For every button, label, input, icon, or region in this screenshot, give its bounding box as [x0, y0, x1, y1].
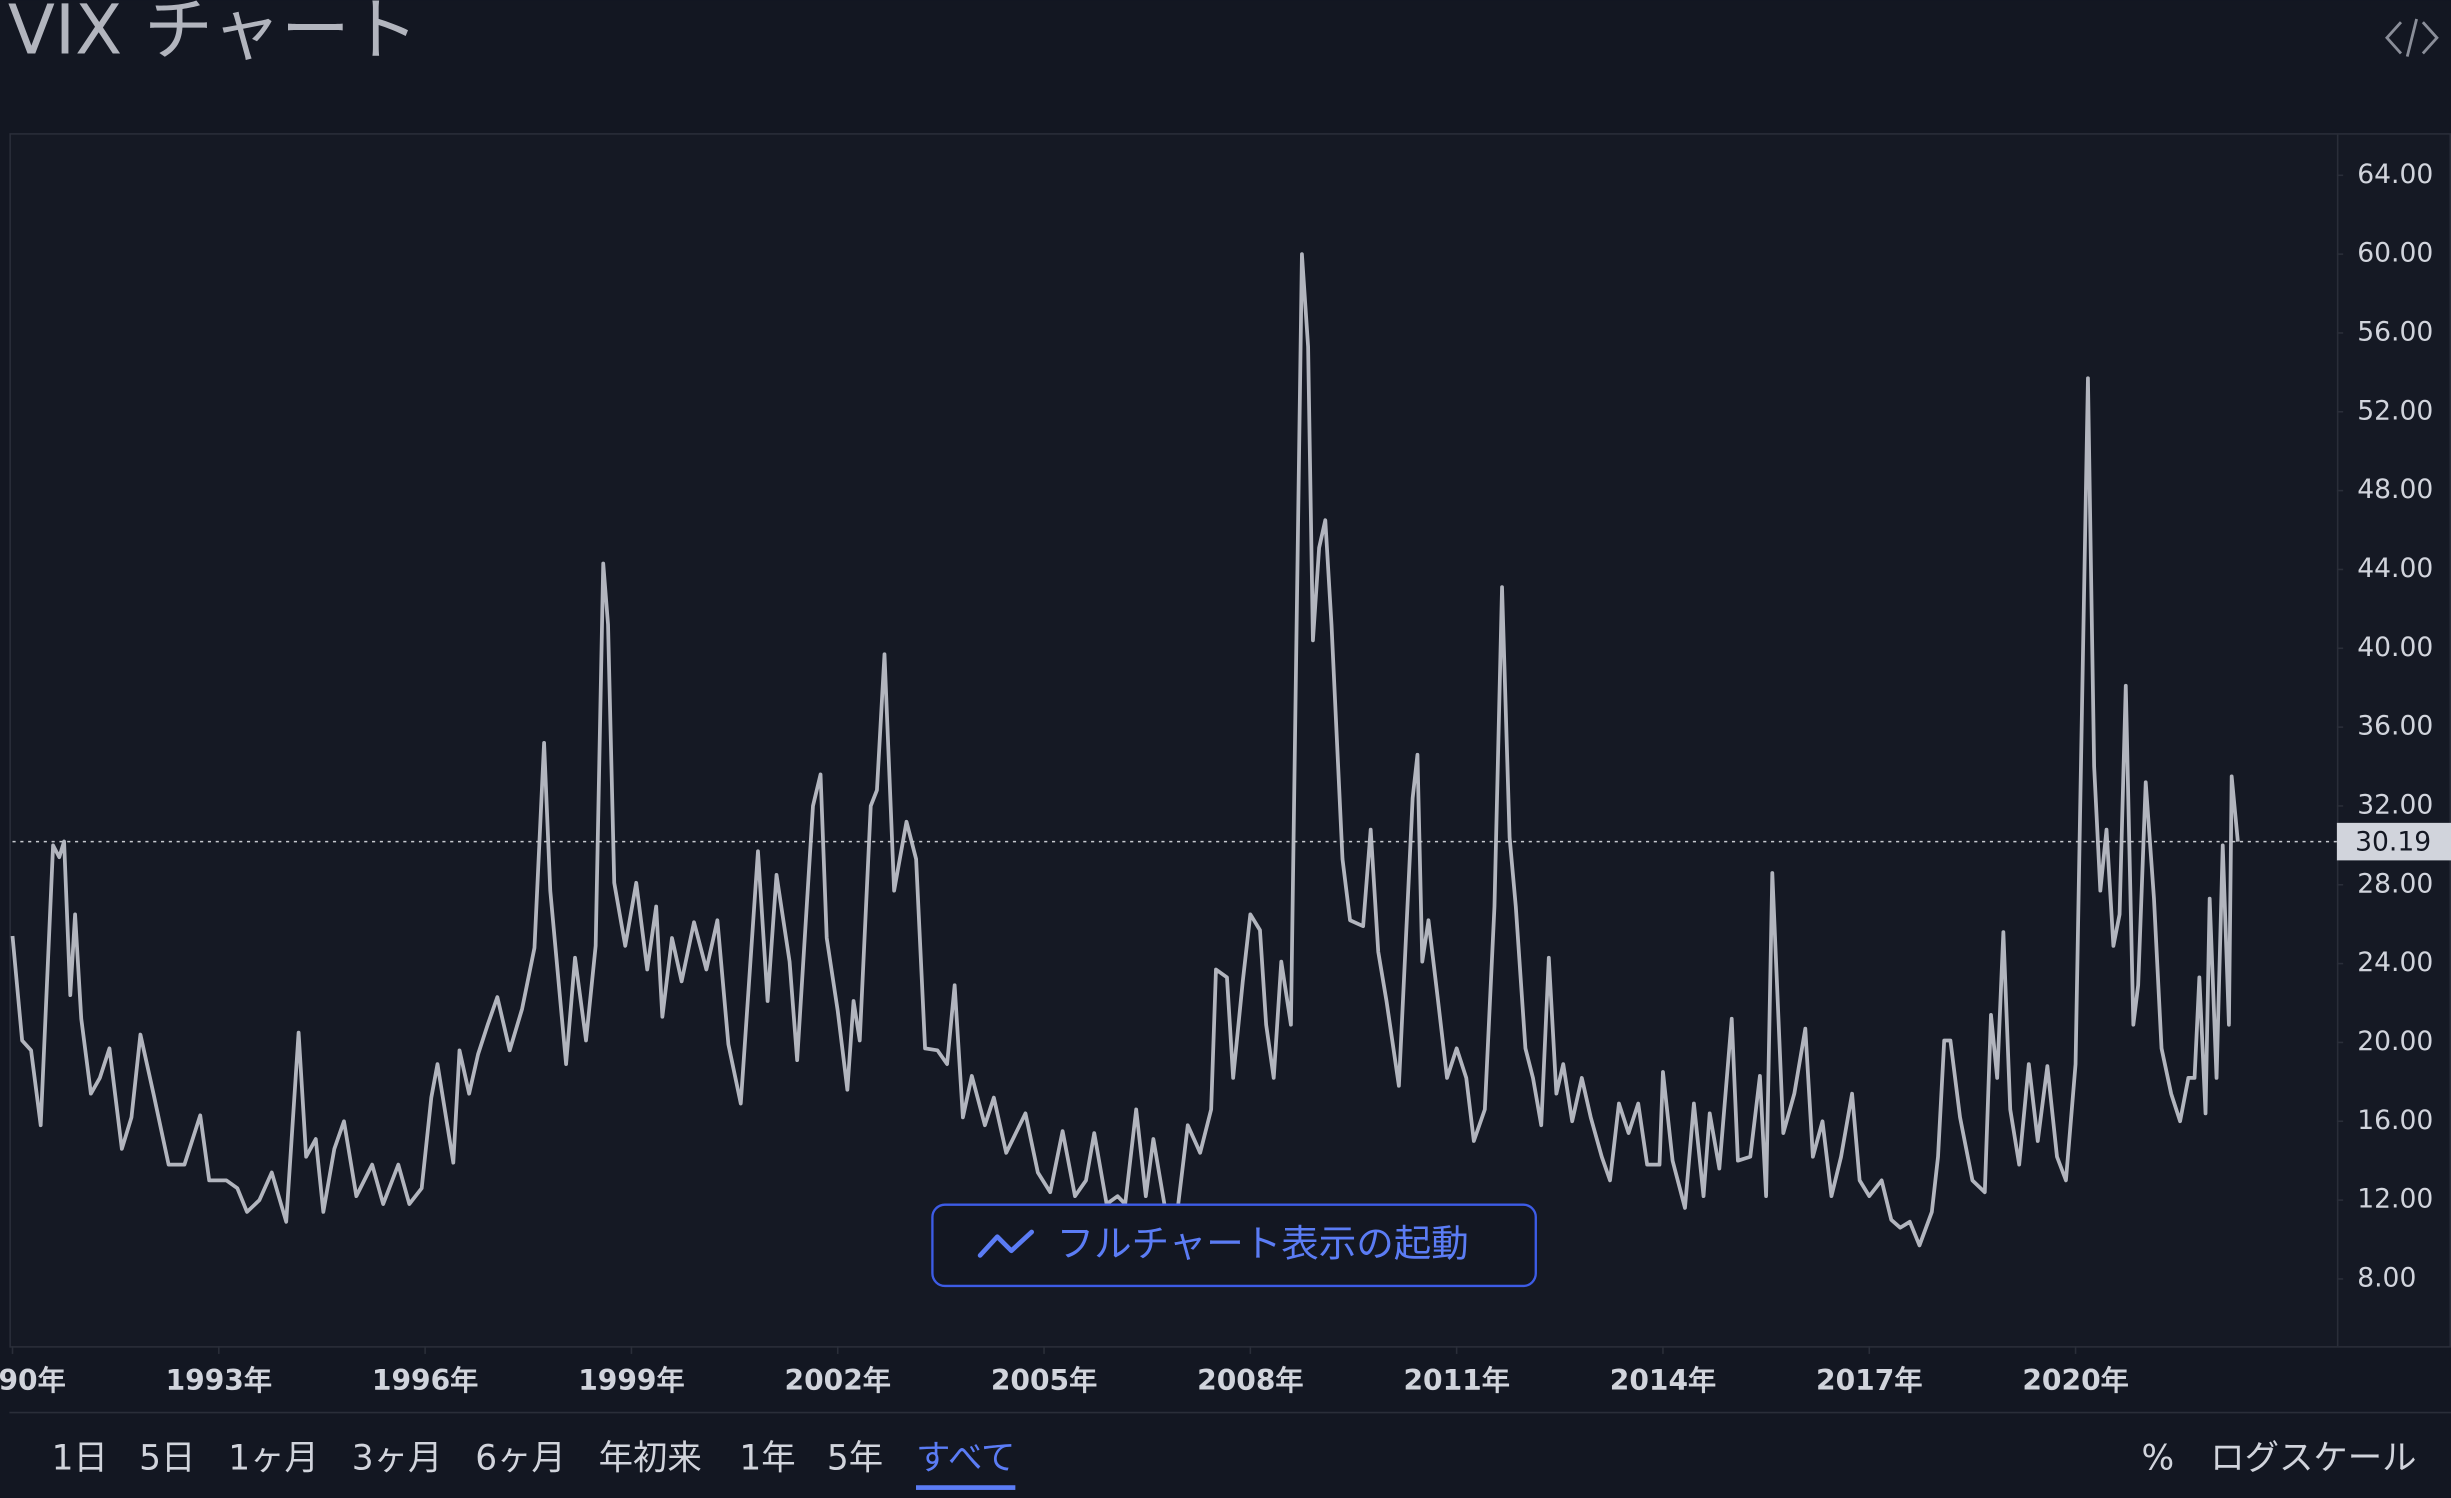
plot-area: [10, 252, 2337, 1248]
y-tick-label: 48.00: [2357, 474, 2433, 505]
range-button[interactable]: 年初来: [599, 1439, 702, 1479]
launch-button[interactable]: フルチャート表示の起動: [931, 1203, 1537, 1288]
range-button[interactable]: 5日: [139, 1439, 195, 1479]
x-tick-label: 1999年: [578, 1364, 684, 1397]
x-tick-label: 2005年: [991, 1364, 1097, 1397]
axes: 8.00 12.00 16.00 20.00 24.00 28.00 32.00 36.00 4…: [0, 159, 2451, 1397]
range-button[interactable]: 5年: [827, 1439, 883, 1479]
x-tick-label: 2014年: [1610, 1364, 1716, 1397]
y-tick-label: 24.00: [2357, 947, 2433, 978]
y-tick-label: 16.00: [2357, 1105, 2433, 1136]
log-scale-toggle[interactable]: ログスケール: [2210, 1439, 2416, 1479]
embed-icon-left: [2385, 21, 2403, 55]
launch-button-icon: [977, 1229, 1035, 1258]
toolbar: % ログスケール 1日 5日 1ヶ月 3ヶ月 6ヶ月 年初来 1年 5年 すべて: [52, 1439, 2417, 1490]
x-tick-label: 2002年: [785, 1364, 891, 1397]
x-tick-label: 1996年: [372, 1364, 478, 1397]
y-tick-label: 8.00: [2357, 1262, 2416, 1293]
embed-icon[interactable]: [2385, 18, 2439, 57]
range-button[interactable]: 1ヶ月: [228, 1439, 319, 1479]
y-tick-label: 60.00: [2357, 238, 2433, 269]
y-tick-label: 40.00: [2357, 632, 2433, 663]
x-tick-label: 2008年: [1197, 1364, 1303, 1397]
range-button[interactable]: すべて: [916, 1439, 1015, 1479]
embed-icon-right: [2421, 21, 2439, 55]
launch-button-frame: [931, 1203, 1537, 1288]
embed-icon-slash: [2405, 18, 2418, 57]
plot-frame: [9, 133, 2451, 1348]
last-price-label: 30.19: [2355, 827, 2431, 858]
x-tick-label: 2017年: [1816, 1364, 1922, 1397]
y-tick-label: 28.00: [2357, 868, 2433, 899]
chart-title: VIX チャート: [8, 0, 419, 71]
y-tick-label: 56.00: [2357, 316, 2433, 347]
data-line: [10, 252, 2240, 1248]
y-tick-label: 44.00: [2357, 553, 2433, 584]
x-tick-label: 1993年: [166, 1364, 272, 1397]
range-button[interactable]: 1日: [52, 1439, 108, 1479]
percent-toggle[interactable]: %: [2141, 1439, 2174, 1479]
y-tick-label: 32.00: [2357, 789, 2433, 820]
x-tick-label: 2011年: [1403, 1364, 1509, 1397]
range-button[interactable]: 3ヶ月: [352, 1439, 443, 1479]
y-tick-label: 52.00: [2357, 395, 2433, 426]
range-button[interactable]: 6ヶ月: [475, 1439, 566, 1479]
last-price-box: [2336, 822, 2451, 861]
x-tick-label: 1990年: [0, 1364, 66, 1397]
y-tick-label: 36.00: [2357, 711, 2433, 742]
y-tick-label: 20.00: [2357, 1026, 2433, 1057]
range-active-underline: [915, 1485, 1016, 1490]
y-tick-label: 64.00: [2357, 159, 2433, 190]
launch-button-label[interactable]: フルチャート表示の起動: [1057, 1222, 1469, 1266]
x-tick-label: 2020年: [2022, 1364, 2128, 1397]
range-button[interactable]: 1年: [739, 1439, 795, 1479]
y-tick-label: 12.00: [2357, 1184, 2433, 1215]
